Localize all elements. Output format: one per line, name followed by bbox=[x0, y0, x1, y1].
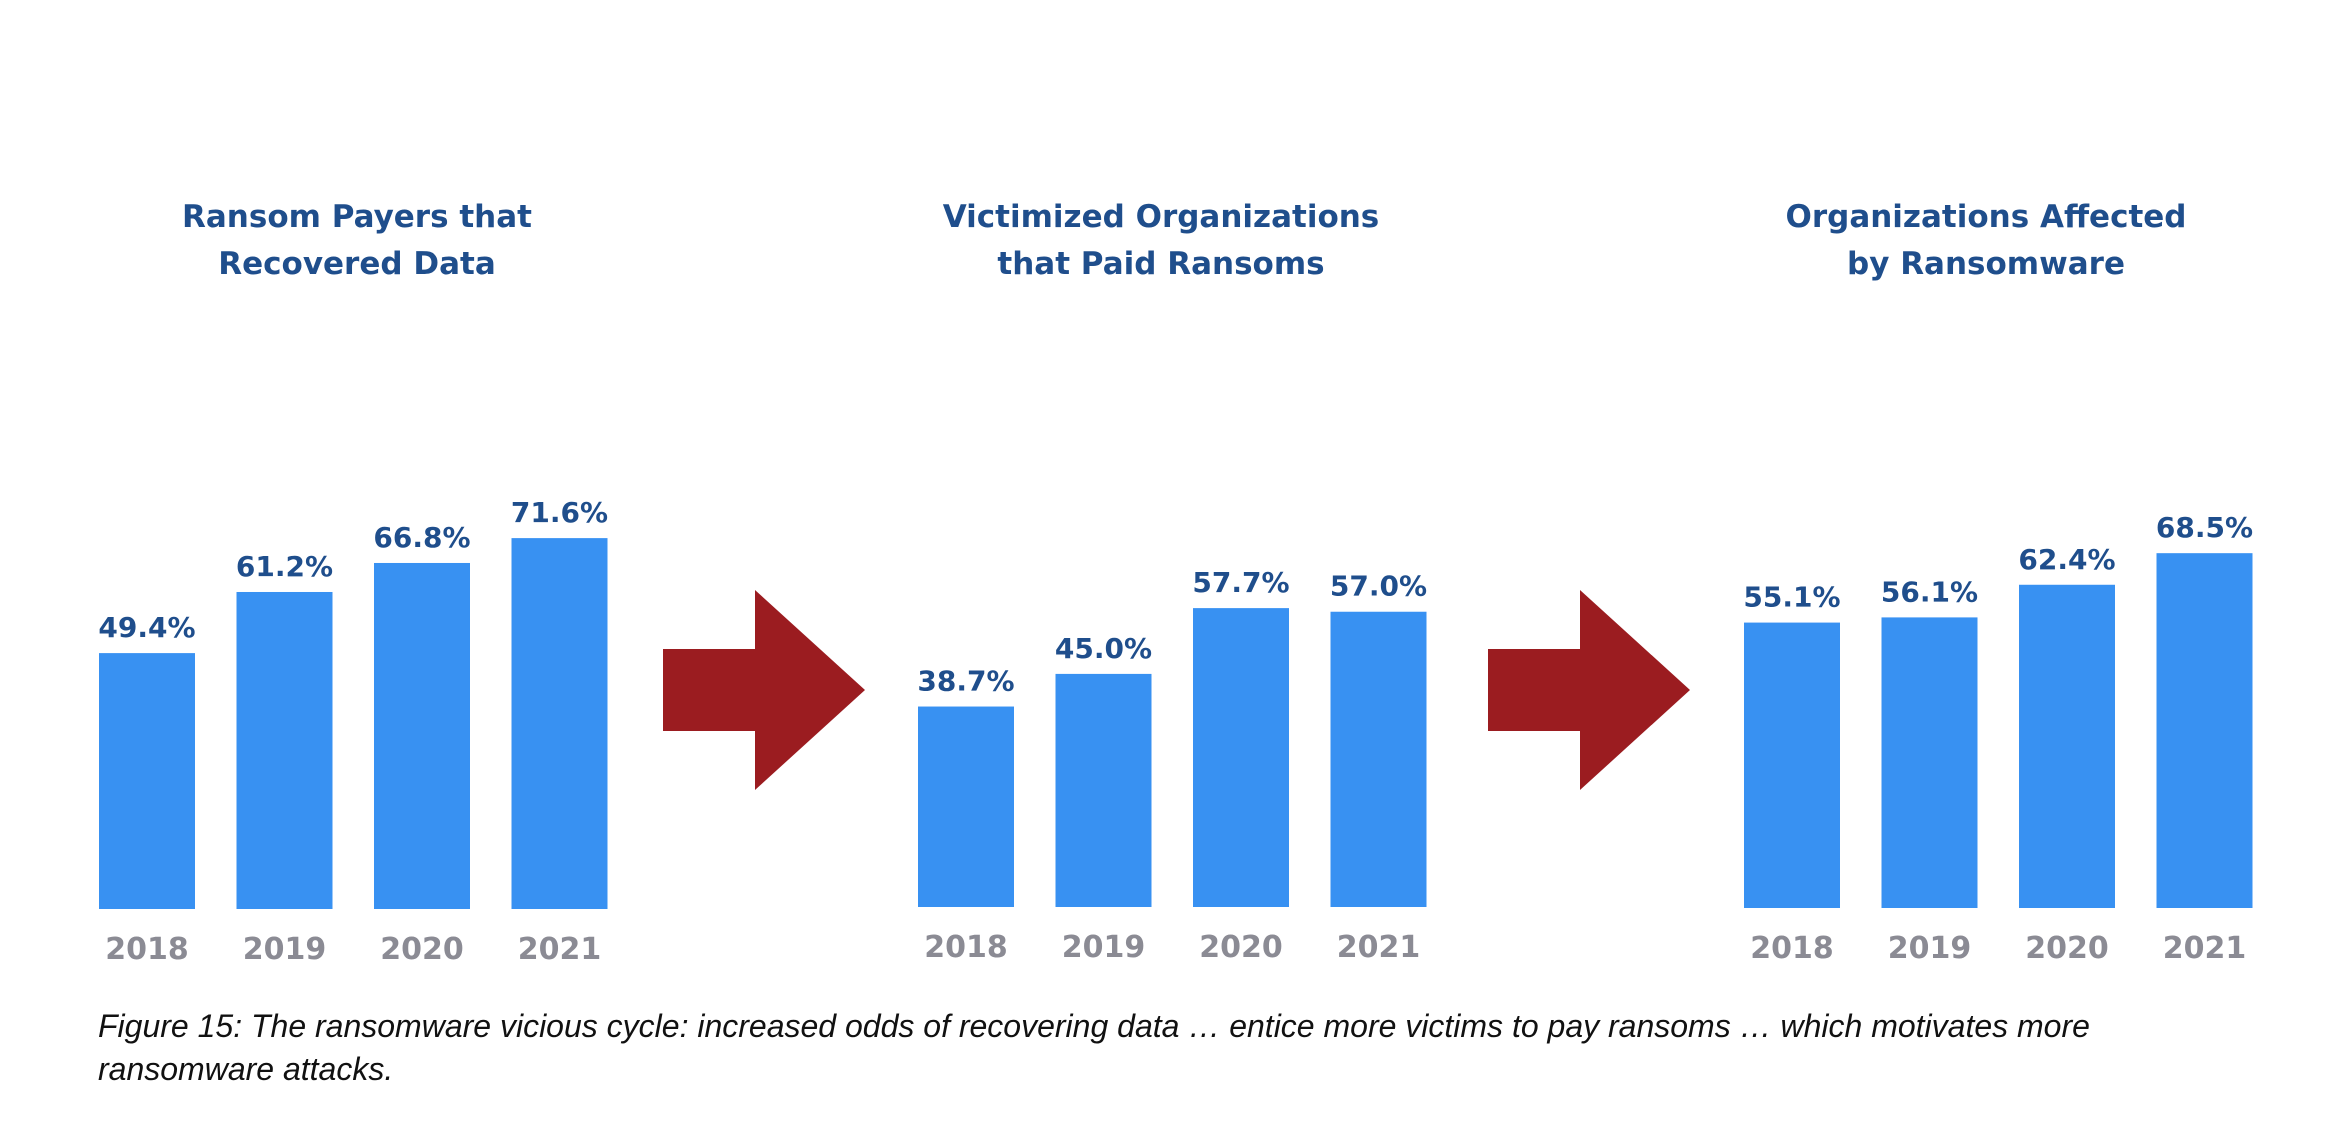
x-tick-label: 2020 bbox=[1199, 930, 1283, 965]
data-label: 57.7% bbox=[1192, 566, 1289, 599]
bar-2018 bbox=[1744, 622, 1840, 908]
x-tick-label: 2019 bbox=[243, 932, 327, 967]
bar-2020 bbox=[374, 562, 470, 909]
bar-2019 bbox=[1055, 673, 1152, 907]
figure-caption: Figure 15: The ransomware vicious cycle:… bbox=[98, 1008, 2090, 1087]
bar-2021 bbox=[2156, 553, 2253, 908]
x-tick-label: 2018 bbox=[105, 932, 189, 967]
chart-panel-2: Victimized Organizations that Paid Ransom… bbox=[917, 199, 1427, 965]
x-tick-label: 2019 bbox=[1888, 931, 1972, 966]
chart-title-line: Ransom Payers that bbox=[182, 199, 532, 235]
data-label: 38.7% bbox=[917, 665, 1014, 698]
bar-2021 bbox=[1330, 611, 1427, 907]
x-tick-label: 2020 bbox=[2025, 931, 2109, 966]
bar-2018 bbox=[99, 653, 195, 909]
bar-2018 bbox=[918, 706, 1014, 907]
data-label: 71.6% bbox=[511, 496, 608, 529]
chart-title-line: Organizations Affected bbox=[1785, 199, 2186, 235]
x-tick-label: 2021 bbox=[1337, 930, 1421, 965]
data-label: 45.0% bbox=[1055, 632, 1152, 665]
x-tick-label: 2021 bbox=[2163, 931, 2247, 966]
x-tick-label: 2020 bbox=[380, 932, 464, 967]
data-label: 68.5% bbox=[2156, 511, 2253, 544]
chart-title-line: by Ransomware bbox=[1847, 246, 2125, 282]
chart-panel-3: Organizations Affected by Ransomware 55.1%… bbox=[1743, 199, 2253, 966]
chart-panel-1: Ransom Payers that Recovered Data 49.4% 201… bbox=[98, 199, 608, 967]
data-label: 55.1% bbox=[1743, 581, 1840, 614]
x-tick-label: 2019 bbox=[1062, 930, 1146, 965]
data-label: 57.0% bbox=[1330, 570, 1427, 603]
data-label: 62.4% bbox=[2018, 543, 2115, 576]
data-label: 49.4% bbox=[98, 611, 195, 644]
data-label: 56.1% bbox=[1881, 575, 1978, 608]
chart-title-line: that Paid Ransoms bbox=[997, 246, 1324, 282]
bar-2021 bbox=[511, 538, 608, 909]
bar-2020 bbox=[1193, 608, 1289, 907]
data-label: 61.2% bbox=[236, 550, 333, 583]
bar-2020 bbox=[2019, 584, 2115, 908]
x-tick-label: 2018 bbox=[1750, 931, 1834, 966]
chart-title-line: Recovered Data bbox=[218, 246, 496, 282]
x-tick-label: 2021 bbox=[518, 932, 602, 967]
chart-title-line: Victimized Organizations bbox=[943, 199, 1380, 235]
bar-2019 bbox=[236, 591, 333, 909]
data-label: 66.8% bbox=[373, 521, 470, 554]
ransomware-charts: Ransom Payers that Recovered Data 49.4% 201… bbox=[98, 199, 2253, 967]
arrow-right-icon bbox=[1488, 590, 1690, 790]
bar-2019 bbox=[1881, 617, 1978, 908]
x-tick-label: 2018 bbox=[924, 930, 1008, 965]
arrow-right-icon bbox=[663, 590, 865, 790]
